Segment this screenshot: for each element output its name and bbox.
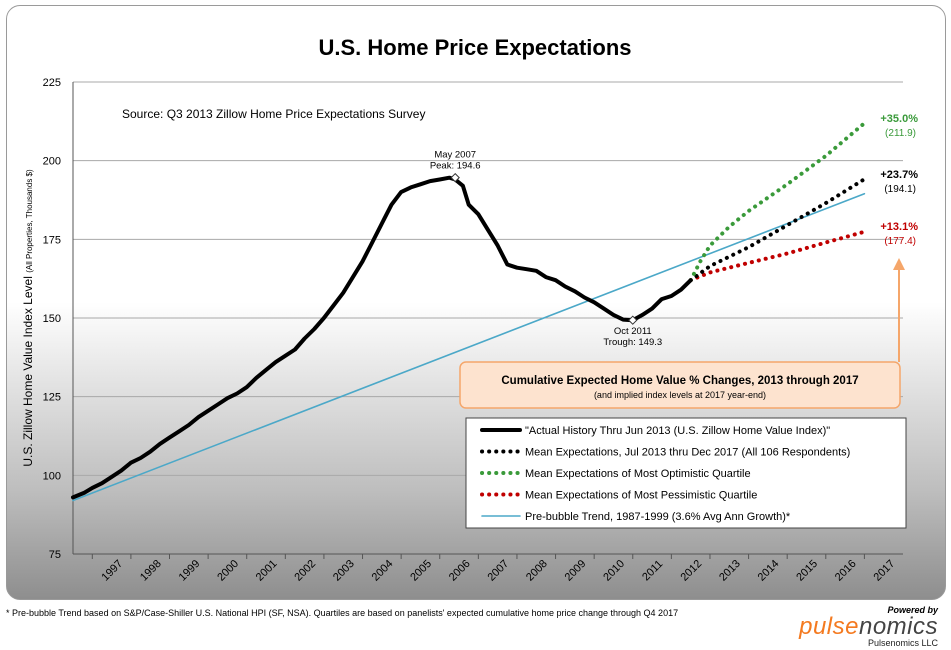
x-tick-label: 2011 xyxy=(640,558,665,583)
footnote: * Pre-bubble Trend based on S&P/Case-Shi… xyxy=(6,608,679,618)
x-tick-label: 2006 xyxy=(447,558,473,584)
x-tick-label: 2016 xyxy=(833,558,859,584)
y-axis-label-main: U.S. Zillow Home Value Index Level xyxy=(21,273,35,467)
powered-by-label: Powered by xyxy=(887,605,938,615)
series-line-0 xyxy=(71,175,693,500)
logo-wordmark: pulsenomics xyxy=(799,615,938,639)
y-tick-label: 175 xyxy=(43,234,61,246)
callout-subtitle: (and implied index levels at 2017 year-e… xyxy=(594,390,766,400)
y-tick-label: 125 xyxy=(43,392,61,404)
company-name: Pulsenomics LLC xyxy=(867,638,938,648)
x-tick-label: 2015 xyxy=(794,558,820,584)
x-tick-label: 1999 xyxy=(177,558,203,584)
legend-label: Mean Expectations, Jul 2013 thru Dec 201… xyxy=(525,447,850,459)
y-tick-label: 75 xyxy=(49,549,61,561)
x-tick-label: 2009 xyxy=(563,558,589,584)
x-tick-label: 2017 xyxy=(872,558,898,584)
x-tick-label: 2003 xyxy=(331,558,357,584)
logo-part-b: nomics xyxy=(858,613,938,640)
x-tick-label: 2001 xyxy=(254,558,280,584)
x-tick-label: 2014 xyxy=(756,558,782,584)
y-axis-label: U.S. Zillow Home Value Index Level (All … xyxy=(21,169,35,467)
mean-pct-label: +23.7% xyxy=(880,169,918,181)
trough-marker xyxy=(628,315,638,325)
series-line-4 xyxy=(72,192,866,502)
home-price-chart: U.S. Home Price Expectations 75 100 125 150 1… xyxy=(21,35,918,584)
series-line-3 xyxy=(688,229,867,283)
pulsenomics-logo: Powered by pulsenomics Pulsenomics LLC xyxy=(799,605,938,648)
optimistic-level-label: (211.9) xyxy=(885,128,916,139)
peak-marker xyxy=(450,172,460,183)
x-tick-label: 2010 xyxy=(601,558,627,584)
callout-arrowhead xyxy=(893,258,905,270)
legend-label: Mean Expectations of Most Optimistic Qua… xyxy=(525,468,751,480)
callout-title: Cumulative Expected Home Value % Changes… xyxy=(501,375,858,387)
logo-part-a: pulse xyxy=(799,613,859,640)
legend: "Actual History Thru Jun 2013 (U.S. Zill… xyxy=(465,417,907,529)
peak-value-label: Peak: 194.6 xyxy=(430,161,481,172)
mean-level-label: (194.1) xyxy=(884,184,916,195)
source-note: Source: Q3 2013 Zillow Home Price Expect… xyxy=(122,107,425,121)
x-tick-label: 2000 xyxy=(215,558,241,584)
y-tick-label: 225 xyxy=(43,77,61,89)
optimistic-pct-label: +35.0% xyxy=(880,113,918,125)
peak-date-label: May 2007 xyxy=(434,150,476,161)
callout-box xyxy=(459,361,901,409)
legend-box xyxy=(465,417,907,529)
x-tick-label: 2005 xyxy=(408,558,434,584)
x-tick-label: 2002 xyxy=(292,558,318,584)
legend-label: Mean Expectations of Most Pessimistic Qu… xyxy=(525,490,757,502)
y-axis-label-units: (All Properties, Thousands $) xyxy=(25,169,34,273)
y-tick-label: 200 xyxy=(43,156,61,168)
series-line-2 xyxy=(688,121,867,283)
x-tick-label: 2007 xyxy=(485,558,511,584)
x-tick-label: 2004 xyxy=(370,558,396,584)
pessimistic-level-label: (177.4) xyxy=(884,236,916,247)
x-tick-label: 2008 xyxy=(524,558,550,584)
y-tick-label: 100 xyxy=(43,470,61,482)
trough-value-label: Trough: 149.3 xyxy=(603,337,662,348)
x-tick-label: 2013 xyxy=(717,558,743,584)
pessimistic-pct-label: +13.1% xyxy=(880,221,918,233)
x-tick-label: 1997 xyxy=(99,558,125,584)
x-tick-label: 2012 xyxy=(678,558,704,584)
trough-date-label: Oct 2011 xyxy=(614,326,652,337)
legend-label: Pre-bubble Trend, 1987-1999 (3.6% Avg An… xyxy=(525,511,791,523)
chart-title: U.S. Home Price Expectations xyxy=(319,35,632,60)
x-tick-label: 1998 xyxy=(138,558,164,584)
legend-label: "Actual History Thru Jun 2013 (U.S. Zill… xyxy=(525,425,830,437)
series-line-1 xyxy=(688,177,867,283)
y-tick-label: 150 xyxy=(43,313,61,325)
